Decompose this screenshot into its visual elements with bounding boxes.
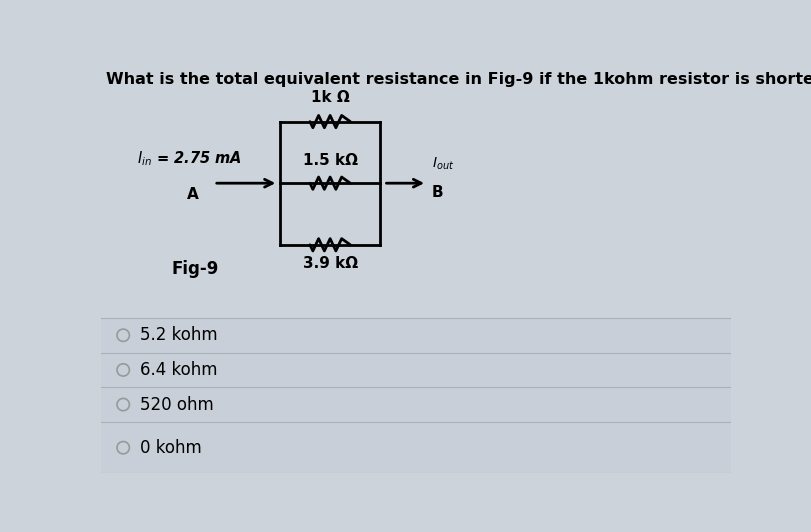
Text: 3.9 kΩ: 3.9 kΩ [303, 255, 358, 271]
Text: What is the total equivalent resistance in Fig-9 if the 1kohm resistor is shorte: What is the total equivalent resistance … [106, 71, 811, 87]
Text: 1k Ω: 1k Ω [311, 90, 349, 105]
Text: 0 kohm: 0 kohm [140, 439, 202, 456]
Text: B: B [431, 185, 443, 200]
Circle shape [117, 442, 129, 454]
Circle shape [117, 398, 129, 411]
Text: 6.4 kohm: 6.4 kohm [140, 361, 217, 379]
Text: $I_{out}$: $I_{out}$ [431, 156, 453, 172]
Text: 520 ohm: 520 ohm [140, 396, 214, 413]
Text: 5.2 kohm: 5.2 kohm [140, 326, 217, 344]
Bar [101, 318, 730, 473]
Text: Fig-9: Fig-9 [171, 260, 218, 278]
Text: 1.5 kΩ: 1.5 kΩ [303, 153, 357, 168]
Text: $I_{in}$ = 2.75 mA: $I_{in}$ = 2.75 mA [137, 149, 242, 168]
Circle shape [117, 364, 129, 376]
Text: A: A [187, 187, 198, 202]
Circle shape [117, 329, 129, 342]
